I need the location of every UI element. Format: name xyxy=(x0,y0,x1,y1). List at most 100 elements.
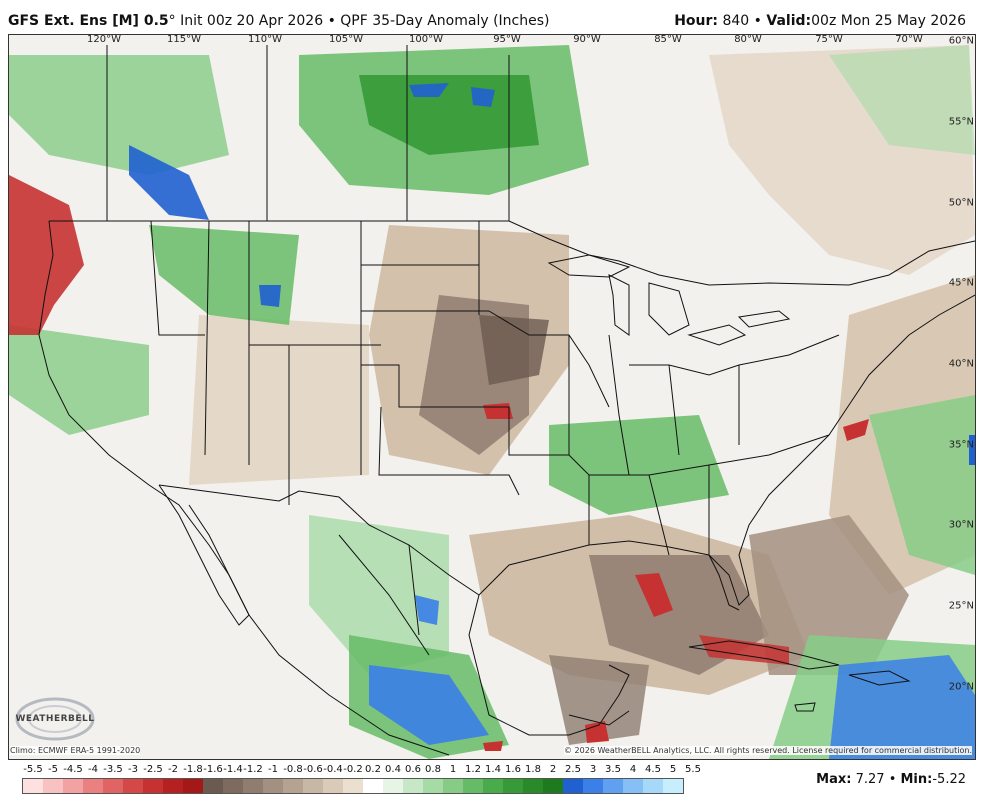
valid-bullet: • xyxy=(753,13,762,29)
colorbar-labels: -5.5 -5 -4.5 -4 -3.5 -3 -2.5 -2 -1.8 -1.6 -1.4 -1.2… xyxy=(22,764,702,776)
climo-note: Climo: ECMWF ERA-5 1991-2020 xyxy=(10,746,141,755)
colorbar-tick-label: 1.6 xyxy=(505,764,521,775)
valid-value: 00z Mon 25 May 2026 xyxy=(811,13,966,29)
colorbar-swatch xyxy=(143,779,163,793)
lon-label: 90°W xyxy=(573,34,601,45)
lon-label: 100°W xyxy=(409,34,443,45)
precip-anomaly-map xyxy=(8,34,976,760)
colorbar-swatch xyxy=(423,779,443,793)
colorbar-tick-label: -5.5 xyxy=(23,764,43,775)
colorbar-swatch xyxy=(323,779,343,793)
colorbar-swatch xyxy=(183,779,203,793)
colorbar-tick-label: -1 xyxy=(268,764,278,775)
colorbar-tick-label: -1.6 xyxy=(203,764,223,775)
colorbar-swatch xyxy=(623,779,643,793)
lat-label: 50°N xyxy=(948,197,974,209)
colorbar-swatch xyxy=(483,779,503,793)
colorbar-tick-label: -0.2 xyxy=(343,764,363,775)
header: GFS Ext. Ens [M] 0.5° Init 00z 20 Apr 20… xyxy=(0,0,984,34)
colorbar-swatch xyxy=(223,779,243,793)
max-min-stats: Max: 7.27 • Min:-5.22 xyxy=(816,772,966,787)
colorbar-tick-label: 5.5 xyxy=(685,764,701,775)
colorbar-swatch xyxy=(163,779,183,793)
colorbar-tick-label: -0.4 xyxy=(323,764,343,775)
lat-label: 30°N xyxy=(948,519,974,531)
colorbar-swatch xyxy=(583,779,603,793)
valid-info: Hour: 840 • Valid:00z Mon 25 May 2026 xyxy=(674,13,966,29)
model-name: GFS Ext. Ens [M] 0.5 xyxy=(8,13,169,29)
colorbar-swatch xyxy=(343,779,363,793)
colorbar-tick-label: 3.5 xyxy=(605,764,621,775)
colorbar-swatch xyxy=(83,779,103,793)
map-title: GFS Ext. Ens [M] 0.5° Init 00z 20 Apr 20… xyxy=(8,13,549,29)
colorbar-swatch xyxy=(43,779,63,793)
degree-symbol: ° xyxy=(168,13,176,29)
colorbar-tick-label: 1.4 xyxy=(485,764,501,775)
copyright-note: © 2026 WeatherBELL Analytics, LLC. All r… xyxy=(564,746,972,755)
lat-label: 55°N xyxy=(948,116,974,128)
colorbar-tick-label: 1.8 xyxy=(525,764,541,775)
colorbar-tick-label: -0.8 xyxy=(283,764,303,775)
lon-label: 115°W xyxy=(167,34,201,45)
colorbar-swatch xyxy=(663,779,683,793)
lat-label: 45°N xyxy=(948,277,974,289)
colorbar-swatch xyxy=(383,779,403,793)
map-canvas xyxy=(9,35,975,759)
logo-swirl-icon xyxy=(15,697,95,741)
lat-label: 40°N xyxy=(948,358,974,370)
lon-label: 95°W xyxy=(493,34,521,45)
lon-label: 110°W xyxy=(248,34,282,45)
colorbar-tick-label: 4.5 xyxy=(645,764,661,775)
colorbar-swatch xyxy=(23,779,43,793)
colorbar-tick-label: 0.2 xyxy=(365,764,381,775)
colorbar-tick-label: -1.4 xyxy=(223,764,243,775)
max-label: Max: xyxy=(816,772,852,787)
lon-label: 75°W xyxy=(815,34,843,45)
init-time: Init 00z 20 Apr 2026 xyxy=(180,13,324,29)
colorbar-swatch xyxy=(63,779,83,793)
colorbar-tick-label: 5 xyxy=(669,764,677,775)
colorbar-tick-label: -2 xyxy=(168,764,178,775)
colorbar-swatch xyxy=(303,779,323,793)
lon-label: 80°W xyxy=(734,34,762,45)
colorbar-swatch xyxy=(463,779,483,793)
lon-label: 105°W xyxy=(329,34,363,45)
colorbar-tick-label: -4.5 xyxy=(63,764,83,775)
hour-value: 840 xyxy=(722,13,750,29)
colorbar-tick-label: 3 xyxy=(589,764,597,775)
colorbar-tick-label: -2.5 xyxy=(143,764,163,775)
lat-label: 20°N xyxy=(948,681,974,693)
colorbar xyxy=(22,778,684,794)
colorbar-swatch xyxy=(203,779,223,793)
colorbar-tick-label: 2 xyxy=(549,764,557,775)
min-label: Min: xyxy=(900,772,933,787)
colorbar-tick-label: -3 xyxy=(128,764,138,775)
colorbar-swatch xyxy=(403,779,423,793)
lon-label: 120°W xyxy=(87,34,121,45)
colorbar-swatch xyxy=(643,779,663,793)
title-bullet: • xyxy=(327,13,336,29)
lon-label: 70°W xyxy=(895,34,923,45)
colorbar-tick-label: 4 xyxy=(629,764,637,775)
colorbar-swatch xyxy=(263,779,283,793)
colorbar-tick-label: 0.4 xyxy=(385,764,401,775)
colorbar-tick-label: 1 xyxy=(449,764,457,775)
colorbar-swatch xyxy=(523,779,543,793)
colorbar-tick-label: -4 xyxy=(88,764,98,775)
colorbar-tick-label: -0.6 xyxy=(303,764,323,775)
colorbar-swatch xyxy=(563,779,583,793)
colorbar-swatch xyxy=(103,779,123,793)
colorbar-tick-label: -1.2 xyxy=(243,764,263,775)
lat-label: 60°N xyxy=(948,35,974,47)
colorbar-tick-label: -5 xyxy=(48,764,58,775)
colorbar-swatch xyxy=(443,779,463,793)
colorbar-swatch xyxy=(363,779,383,793)
colorbar-tick-label: -3.5 xyxy=(103,764,123,775)
logo-text: WEATHERBELL xyxy=(15,714,95,724)
min-value: -5.22 xyxy=(932,772,966,787)
valid-label: Valid: xyxy=(766,13,812,29)
stats-bullet: • xyxy=(888,772,897,787)
max-value: 7.27 xyxy=(855,772,885,787)
colorbar-tick-label: 2.5 xyxy=(565,764,581,775)
colorbar-swatch xyxy=(603,779,623,793)
